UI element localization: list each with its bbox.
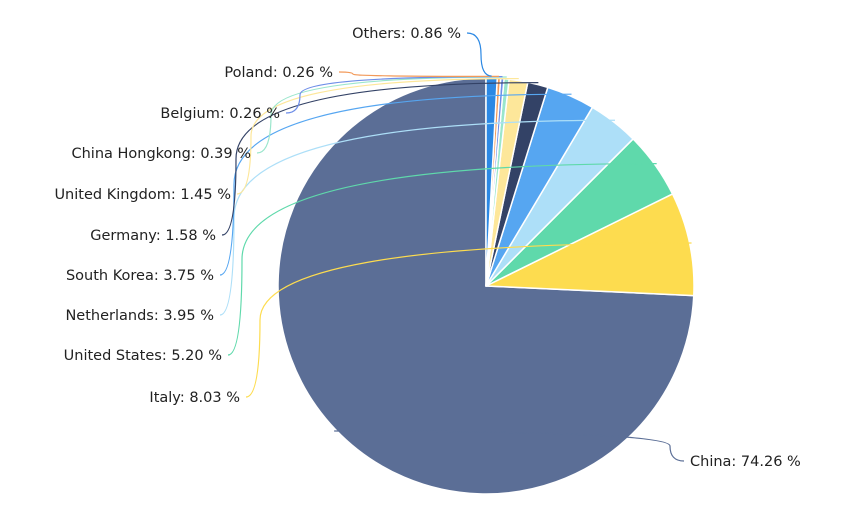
slice-label-poland: Poland: 0.26 %	[224, 65, 333, 81]
slice-label-netherlands: Netherlands: 3.95 %	[65, 308, 214, 324]
leader-line-belgium	[285, 76, 503, 114]
slice-label-germany: Germany: 1.58 %	[90, 228, 216, 244]
leader-line-germany	[221, 82, 539, 236]
slice-labels: China: 74.26 % Italy: 8.03 % United States…	[54, 26, 800, 470]
slice-label-south-korea: South Korea: 3.75 %	[66, 268, 214, 284]
pie-slices	[277, 77, 695, 495]
leader-line-italy	[245, 242, 692, 398]
slice-label-china-hongkong: China Hongkong: 0.39 %	[71, 146, 251, 162]
leader-line-china-hongkong	[256, 76, 507, 154]
leader-line-south-korea	[219, 93, 572, 276]
label-leader-lines	[219, 32, 692, 462]
slice-label-belgium: Belgium: 0.26 %	[160, 106, 280, 122]
leader-line-netherlands	[219, 119, 615, 316]
slice-label-united-states: United States: 5.20 %	[64, 348, 222, 364]
slice-label-others: Others: 0.86 %	[352, 26, 461, 42]
leader-line-others	[466, 32, 492, 77]
leader-line-poland	[338, 71, 500, 78]
slice-label-united-kingdom: United Kingdom: 1.45 %	[54, 187, 231, 203]
leader-line-united-kingdom	[236, 77, 519, 195]
slice-label-italy: Italy: 8.03 %	[149, 390, 240, 406]
slice-label-china: China: 74.26 %	[690, 454, 801, 470]
leader-line-united-states	[227, 163, 657, 356]
leader-line-china	[334, 430, 685, 462]
